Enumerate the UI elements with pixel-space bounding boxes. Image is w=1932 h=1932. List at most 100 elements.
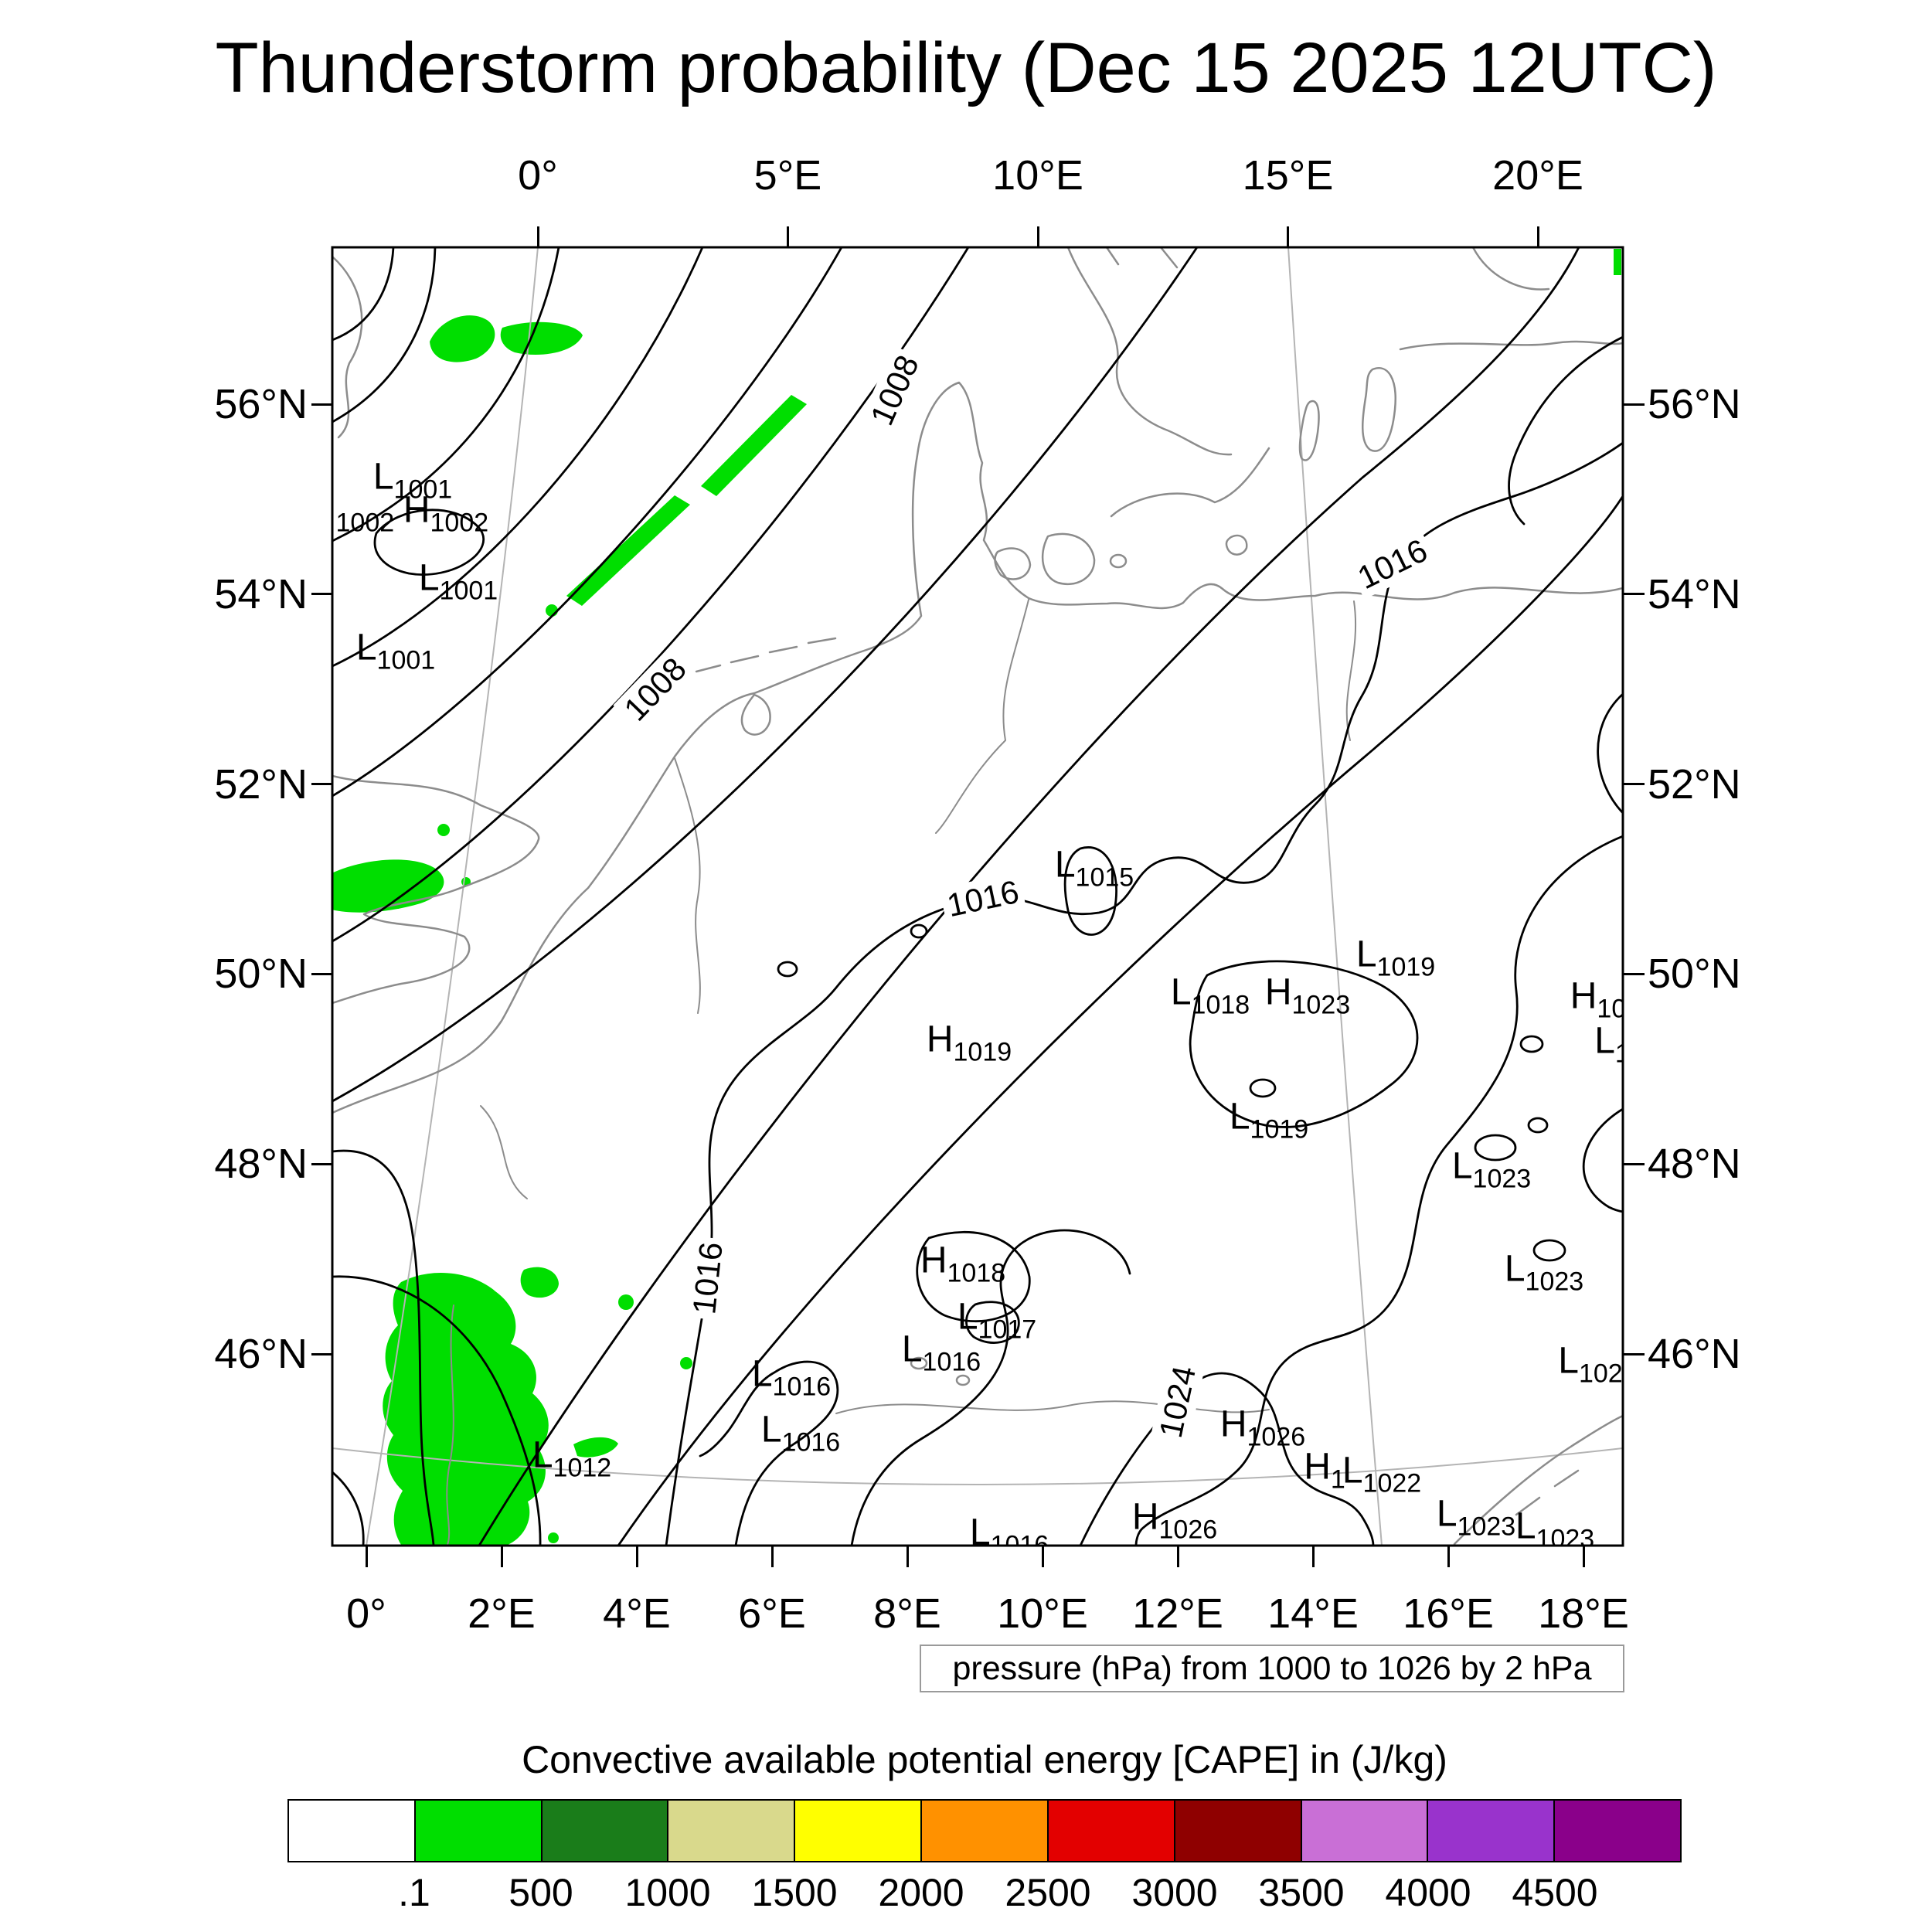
colorbar-tick-label: 1000 (624, 1871, 711, 1914)
pressure-center-low: L1 (1594, 1022, 1623, 1067)
colorbar-tick-label: .1 (398, 1871, 430, 1914)
axis-label-bottom: 12°E (1132, 1590, 1223, 1637)
pressure-center-low: L102 (1558, 1342, 1622, 1387)
axis-label-right: 48°N (1648, 1141, 1741, 1188)
pressure-center-value: 102 (1578, 1359, 1623, 1389)
axis-label-top: 10°E (992, 152, 1083, 199)
axis-label-top: 0° (518, 152, 558, 199)
axis-tick-left (311, 1162, 332, 1165)
isobar-path (1079, 1372, 1375, 1546)
axis-label-bottom: 6°E (738, 1590, 806, 1637)
pressure-center-value: 1 (1614, 1039, 1623, 1069)
isobar-inline-label: 1024 (1150, 1358, 1206, 1446)
axis-tick-bottom (1041, 1546, 1044, 1567)
cape-patch (500, 321, 583, 355)
axis-label-left: 52°N (214, 760, 308, 808)
axis-tick-bottom (635, 1546, 638, 1567)
pressure-center-value: 1023 (1291, 990, 1351, 1020)
river-path (1345, 600, 1357, 741)
colorbar-tick-label: 3500 (1258, 1871, 1345, 1914)
coastline-path (740, 693, 771, 736)
cape-patch (548, 1532, 559, 1543)
river-path (835, 1400, 1270, 1414)
colorbar-cell (1175, 1801, 1302, 1861)
pressure-center-low: L1019 (1355, 934, 1435, 981)
pressure-center-letter: L (1436, 1493, 1458, 1535)
pressure-center-letter: L (1229, 1096, 1250, 1138)
axis-label-right: 56°N (1648, 381, 1741, 427)
isobar-closed-contour (1532, 1239, 1566, 1262)
coastline-path (1105, 247, 1550, 291)
pressure-center-letter: L (760, 1409, 782, 1451)
coastline-path (1515, 1469, 1580, 1516)
cape-patch (1614, 249, 1621, 275)
pressure-center-letter: H (403, 489, 430, 531)
pressure-center-high: H1002 (332, 492, 394, 536)
river-path (674, 757, 701, 1014)
colorbar-cell (1301, 1801, 1429, 1861)
coastline-path (1225, 534, 1248, 556)
axis-label-right: 54°N (1648, 570, 1741, 617)
colorbar-tick-label: 4500 (1512, 1871, 1598, 1914)
cape-patch (520, 1267, 559, 1298)
colorbar-tick-label: 3000 (1131, 1871, 1218, 1914)
isobar-inline-label: 1008 (860, 345, 930, 436)
pressure-center-high: H1002 (403, 489, 488, 536)
pressure-center-value: 1 (1330, 1464, 1345, 1495)
coastline-path (332, 381, 1623, 1114)
colorbar-cell (1555, 1801, 1680, 1861)
pressure-center-value: 1026 (1247, 1422, 1306, 1452)
axis-tick-bottom (906, 1546, 909, 1567)
pressure-center-value: 1018 (947, 1258, 1006, 1288)
pressure-center-low: L1001 (418, 557, 498, 604)
pressure-center-letter: L (355, 627, 377, 668)
axis-tick-left (311, 1352, 332, 1355)
pressure-center-high: H1 (1304, 1448, 1345, 1493)
isobar-path (965, 1301, 1020, 1344)
pressure-note-text: pressure (hPa) from 1000 to 1026 by 2 hP… (952, 1649, 1592, 1687)
axis-label-left: 46°N (214, 1331, 308, 1377)
lake-shape (955, 1374, 971, 1386)
pressure-center-letter: L (372, 456, 394, 498)
pressure-center-letter: L (751, 1353, 773, 1395)
pressure-center-letter: L (969, 1512, 991, 1546)
pressure-center-letter: L (1504, 1248, 1526, 1290)
pressure-center-low: L1016 (902, 1331, 981, 1376)
coastline-path (1110, 447, 1270, 518)
isobar-path (332, 247, 1199, 1103)
cape-patch (430, 315, 495, 362)
isobar-path (332, 1149, 435, 1546)
cape-patch (618, 1294, 634, 1310)
isobar-inline-label: 1016 (939, 871, 1027, 927)
pressure-center-letter: L (1355, 934, 1377, 975)
pressure-center-value: 1023 (1457, 1512, 1516, 1542)
pressure-center-letter: L (1451, 1145, 1473, 1187)
pressure-center-value: 1016 (772, 1372, 832, 1402)
axis-tick-top (787, 226, 789, 247)
river-path (480, 1105, 528, 1199)
isobar-path (1189, 960, 1419, 1128)
pressure-center-letter: L (532, 1434, 553, 1476)
isobar-closed-contour (1474, 1134, 1517, 1162)
axis-tick-right (1624, 1352, 1645, 1355)
isobar-path (699, 1360, 839, 1546)
axis-tick-top (1536, 226, 1539, 247)
pressure-center-value: 1018 (1191, 990, 1250, 1020)
axis-tick-right (1624, 1162, 1645, 1165)
colorbar-tick-label: 500 (509, 1871, 573, 1914)
pressure-center-high: H10 (1570, 978, 1623, 1022)
axis-tick-left (311, 972, 332, 975)
pressure-center-letter: L (418, 557, 440, 599)
map-labels-layer: 100810081016101610161024L1001H1002H1002L… (332, 247, 1623, 1546)
axis-label-bottom: 0° (346, 1590, 386, 1637)
axis-label-bottom: 10°E (997, 1590, 1088, 1637)
coastline-path (1109, 553, 1128, 569)
pressure-center-value: 1023 (1525, 1267, 1584, 1297)
isobar-path (617, 495, 1623, 1546)
isobar-path (332, 1471, 365, 1546)
isobar-closed-contour (910, 923, 928, 939)
axis-tick-top (536, 226, 539, 247)
pressure-center-low: L1023 (1515, 1508, 1594, 1546)
cape-patch (701, 395, 807, 496)
colorbar-cell (415, 1801, 543, 1861)
